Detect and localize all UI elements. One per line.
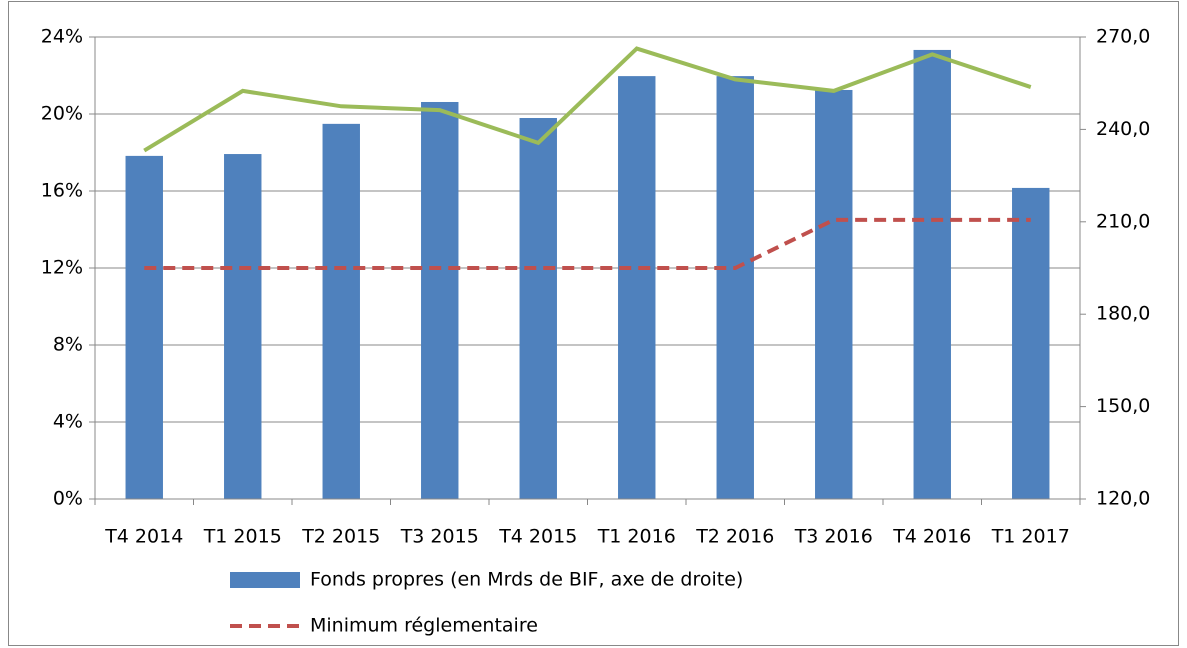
x-tick-label: T1 2017 xyxy=(991,526,1070,548)
x-tick-label: T1 2016 xyxy=(597,526,676,548)
x-tick-label: T4 2016 xyxy=(892,526,971,548)
x-tick-label: T1 2015 xyxy=(203,526,282,548)
y-tick-label: 8% xyxy=(53,334,83,356)
line xyxy=(143,46,1032,153)
bar xyxy=(815,89,853,499)
bar xyxy=(322,123,360,499)
x-tick-label: T2 2016 xyxy=(695,526,774,548)
bar xyxy=(224,154,262,500)
line xyxy=(144,217,1031,270)
x-tick-label: T4 2014 xyxy=(104,526,183,548)
legend-label: Minimum réglementaire xyxy=(310,615,538,637)
y-tick-label: 0% xyxy=(53,488,83,510)
y2-tick-label: 150,0 xyxy=(1096,395,1150,417)
y2-tick-label: 180,0 xyxy=(1096,303,1150,325)
y-tick-label: 4% xyxy=(53,411,83,433)
bar xyxy=(913,49,951,499)
y2-tick-label: 210,0 xyxy=(1096,210,1150,232)
bar xyxy=(618,76,656,499)
legend-swatch xyxy=(230,572,300,588)
y2-tick-label: 120,0 xyxy=(1096,488,1150,510)
bar xyxy=(125,155,163,499)
y2-tick-label: 270,0 xyxy=(1096,26,1150,48)
y-tick-label: 20% xyxy=(41,103,83,125)
x-tick-label: T4 2015 xyxy=(498,526,577,548)
y-tick-label: 12% xyxy=(41,257,83,279)
y2-tick-label: 240,0 xyxy=(1096,118,1150,140)
chart-frame xyxy=(8,1,1179,646)
x-tick-label: T3 2016 xyxy=(794,526,873,548)
bar xyxy=(716,76,754,499)
x-tick-label: T2 2015 xyxy=(301,526,380,548)
y-tick-label: 16% xyxy=(41,180,83,202)
y-tick-label: 24% xyxy=(41,26,83,48)
legend-label: Fonds propres (en Mrds de BIF, axe de dr… xyxy=(310,569,743,591)
x-tick-label: T3 2015 xyxy=(400,526,479,548)
bar xyxy=(1012,187,1050,500)
bar xyxy=(519,118,557,499)
bar xyxy=(421,101,459,499)
